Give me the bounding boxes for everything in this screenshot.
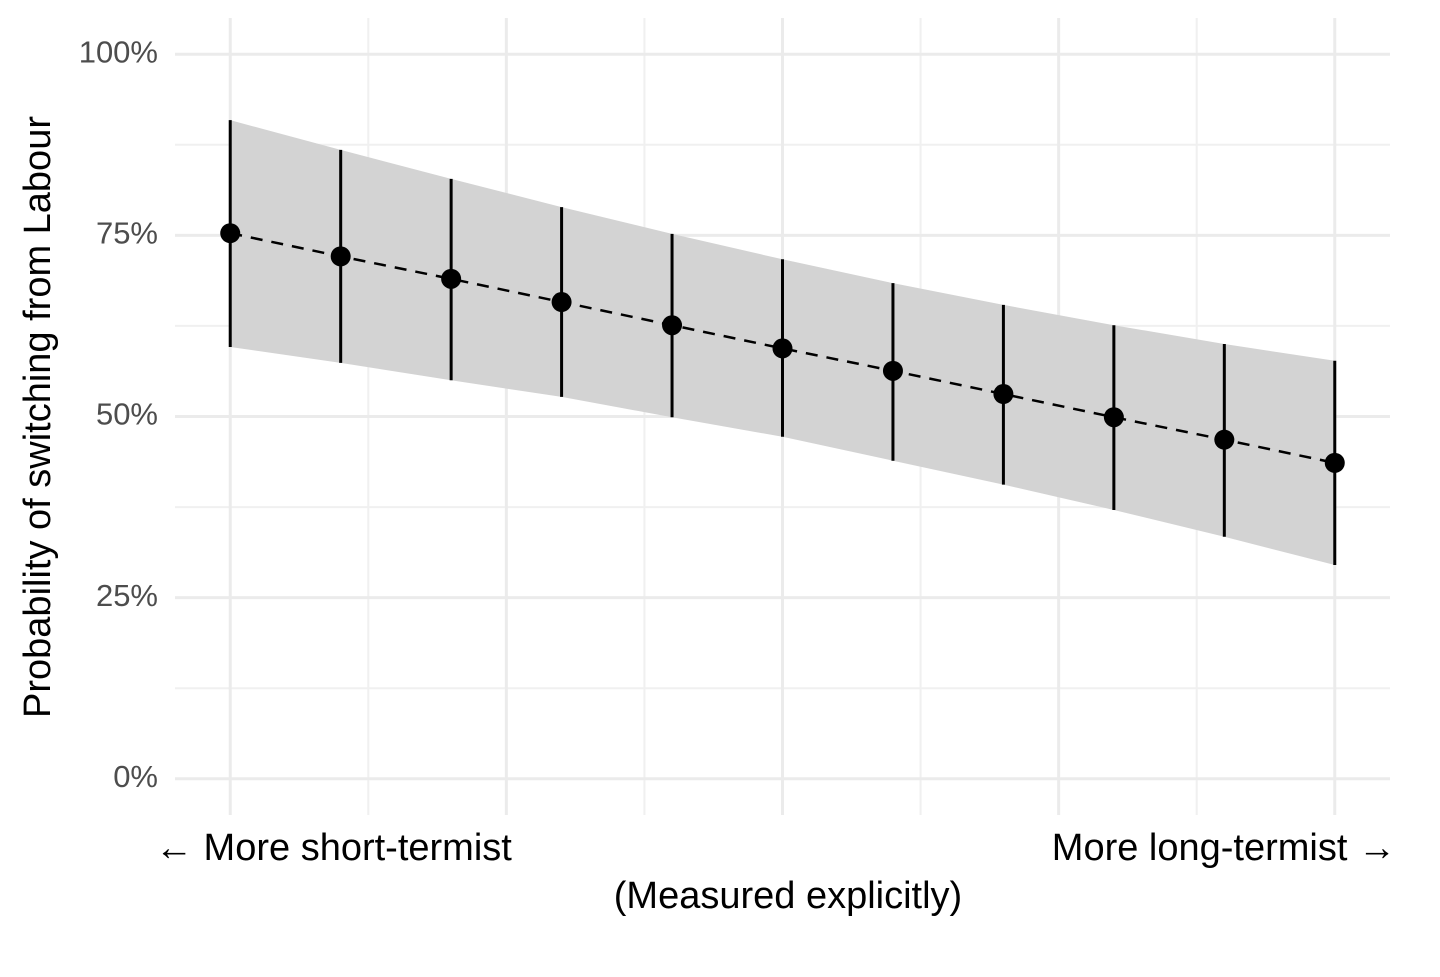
y-tick-label: 25% <box>96 578 158 613</box>
point <box>882 360 903 381</box>
point <box>551 292 572 313</box>
point <box>993 384 1014 405</box>
y-tick-label: 50% <box>96 397 158 432</box>
point <box>1324 452 1345 473</box>
x-right-label: More long-termist → <box>1052 827 1396 869</box>
y-tick-label: 75% <box>96 216 158 251</box>
y-axis-label: Probability of switching from Labour <box>17 116 59 718</box>
x-axis-label: (Measured explicitly) <box>614 875 962 917</box>
point <box>662 315 683 336</box>
point <box>772 338 793 359</box>
point <box>330 246 351 267</box>
y-tick-label: 0% <box>113 759 158 794</box>
x-left-label: ← More short-termist <box>155 827 512 869</box>
point <box>220 223 241 244</box>
y-tick-label: 100% <box>79 34 158 69</box>
point <box>1214 429 1235 450</box>
point <box>1103 407 1124 428</box>
point <box>441 268 462 289</box>
